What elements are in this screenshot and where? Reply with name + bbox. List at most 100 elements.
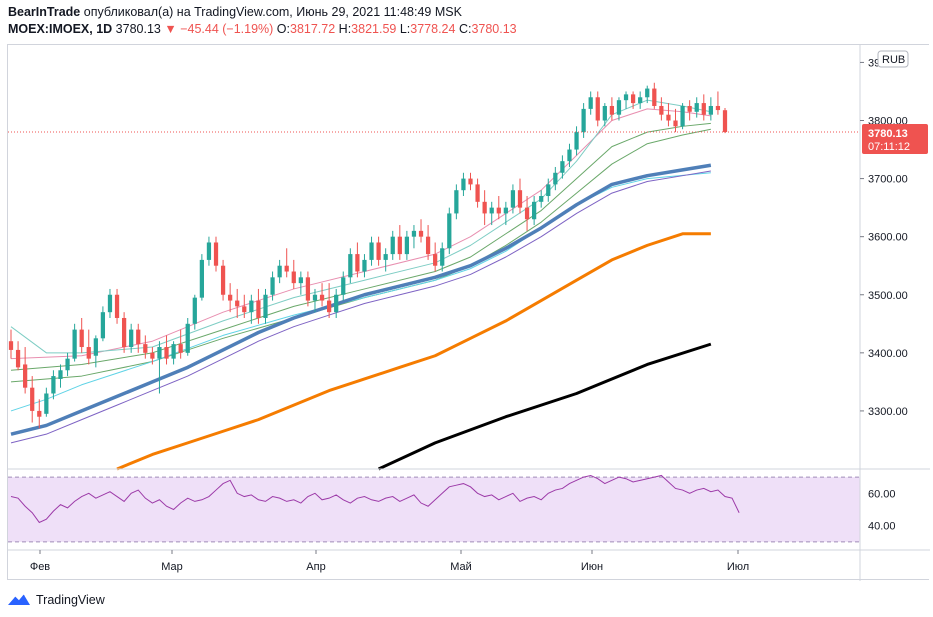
- candle-body: [114, 294, 120, 318]
- candle-body: [539, 196, 544, 202]
- rsi-band: [8, 477, 860, 542]
- candle: [319, 283, 325, 307]
- candle: [291, 259, 296, 289]
- candle-body: [220, 265, 226, 295]
- candle-body: [411, 230, 417, 237]
- candle-body: [319, 294, 325, 301]
- low-value: 3778.24: [410, 22, 456, 36]
- candle-body: [588, 97, 593, 109]
- published-text: опубликовал(а) на TradingView.com, Июнь …: [83, 5, 462, 19]
- candle-body: [404, 236, 410, 255]
- candle: [482, 190, 487, 226]
- chart-canvas[interactable]: 3300.003400.003500.003600.003700.003800.…: [8, 45, 930, 581]
- candle: [298, 271, 303, 295]
- time-tick-label: Май: [450, 561, 472, 573]
- candle-body: [383, 254, 388, 260]
- candle-body: [482, 201, 487, 214]
- candle: [136, 323, 141, 353]
- candle-body: [369, 242, 374, 260]
- tradingview-brand[interactable]: TradingView: [36, 593, 105, 607]
- moving-average-line: [10, 163, 712, 436]
- close-label: C:: [458, 22, 472, 36]
- time-tick-label: Мар: [161, 561, 183, 573]
- time-tick-label: Июн: [581, 561, 603, 573]
- candle: [51, 370, 56, 400]
- price-tick-label: 3500.00: [868, 290, 908, 302]
- candle-body: [93, 338, 98, 356]
- candle-body: [708, 105, 713, 115]
- candle-body: [15, 349, 21, 368]
- candle: [228, 283, 233, 313]
- chart-area[interactable]: 3300.00 3400.00 3500.00 3600.00 3700.00 3800.…: [7, 44, 930, 581]
- candle: [567, 143, 572, 167]
- candle: [270, 271, 275, 301]
- moving-average-line: [10, 99, 711, 354]
- candle: [199, 254, 204, 301]
- candle-body: [334, 294, 339, 313]
- candle: [65, 352, 70, 377]
- candle-body: [284, 265, 289, 272]
- candle-body: [44, 393, 49, 414]
- candle-body: [680, 105, 685, 127]
- candle-body: [249, 300, 254, 313]
- candle-body: [553, 172, 558, 185]
- candle: [539, 190, 544, 208]
- candle: [86, 329, 91, 365]
- candle-body: [616, 100, 622, 115]
- candle: [708, 97, 713, 121]
- candle: [72, 323, 77, 362]
- candle-body: [143, 344, 148, 353]
- last-price: 3780.13: [115, 22, 161, 36]
- candle-body: [348, 254, 353, 278]
- candle-body: [461, 178, 466, 191]
- candle-body: [129, 329, 134, 348]
- candle-body: [524, 207, 530, 220]
- candle: [114, 288, 120, 324]
- candle-body: [581, 108, 586, 133]
- candle: [121, 312, 127, 353]
- candle-body: [157, 347, 162, 359]
- low-label: L:: [399, 22, 411, 36]
- author-name[interactable]: BearInTrade: [8, 5, 81, 19]
- candle-body: [694, 103, 699, 112]
- candle-body: [242, 306, 247, 313]
- candle: [638, 91, 643, 109]
- candle: [546, 178, 551, 202]
- candle-body: [574, 132, 579, 150]
- candle: [157, 341, 162, 394]
- moving-average-line: [10, 108, 711, 360]
- candle: [433, 242, 438, 272]
- candle: [143, 335, 148, 359]
- candle: [687, 100, 692, 121]
- candle: [411, 225, 417, 249]
- candle: [623, 91, 629, 109]
- candle: [256, 288, 261, 324]
- moving-average-line: [10, 170, 711, 444]
- candle-body: [687, 105, 692, 112]
- candle: [404, 230, 410, 260]
- candle-body: [510, 190, 516, 208]
- candle-body: [305, 277, 311, 301]
- candle-body: [638, 97, 643, 104]
- candle: [468, 172, 473, 191]
- time-tick-label: Апр: [306, 561, 325, 573]
- candle-body: [701, 103, 706, 115]
- candle: [220, 259, 226, 301]
- candle: [8, 329, 14, 359]
- symbol-label[interactable]: MOEX:IMOEX, 1D: [8, 22, 113, 36]
- last-price-badge-value: 3780.13: [868, 128, 908, 140]
- candle: [588, 91, 593, 115]
- candle-body: [263, 294, 268, 318]
- candle-body: [51, 376, 56, 394]
- candle: [496, 196, 501, 220]
- candle-body: [107, 294, 113, 313]
- tradingview-logo-icon[interactable]: [7, 592, 31, 608]
- candle-body: [86, 347, 91, 359]
- candle: [418, 219, 424, 243]
- price-change: ▼ −45.44 (−1.19%): [164, 22, 274, 36]
- moving-average-line: [10, 172, 711, 412]
- candle: [602, 103, 607, 127]
- candle: [312, 288, 318, 313]
- candle-body: [433, 254, 438, 266]
- candle: [58, 364, 63, 388]
